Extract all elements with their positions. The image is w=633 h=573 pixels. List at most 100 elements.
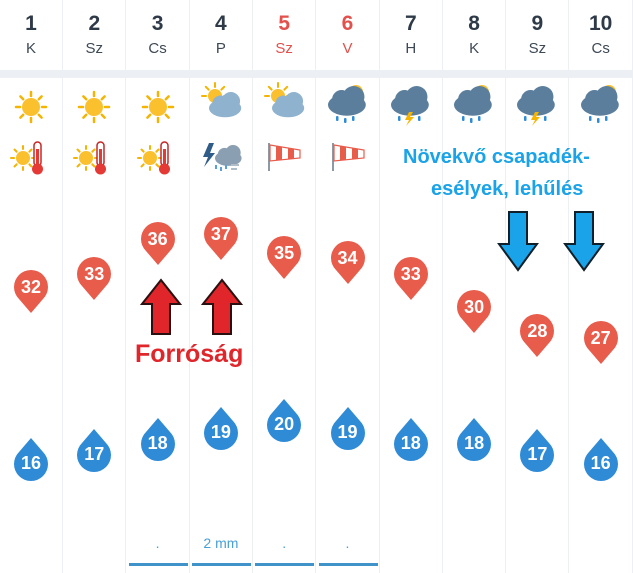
day-name: K — [25, 40, 36, 57]
temp-pin-icon — [77, 256, 112, 300]
low-temp-value: 17 — [84, 444, 105, 464]
high-temp-bubble: 27 — [583, 320, 619, 365]
arrow-up-icon — [201, 278, 243, 335]
high-temp-value: 27 — [590, 328, 611, 348]
temp-pin-icon — [393, 256, 428, 300]
temp-pin-icon — [267, 235, 302, 279]
day-name: Sz — [85, 40, 104, 57]
day-column[interactable]: 2 Sz 33 17 — [63, 0, 127, 573]
header-separator — [0, 70, 633, 78]
temp-pin-icon — [14, 269, 49, 313]
low-temp-drop: 17 — [519, 428, 555, 473]
low-temp-value: 18 — [147, 433, 168, 453]
day-column[interactable]: 3 Cs 36 18. — [127, 0, 190, 573]
day-column[interactable]: 8 K 30 18 — [443, 0, 507, 573]
day-number: 6 — [341, 12, 354, 35]
drop-icon — [267, 399, 302, 443]
precipitation-bar — [128, 563, 188, 566]
drop-icon — [14, 438, 49, 482]
drop-icon — [203, 407, 238, 451]
day-name: Cs — [148, 40, 167, 57]
temp-pin-icon — [203, 216, 238, 260]
day-name: H — [405, 40, 417, 57]
day-header[interactable]: 3 Cs — [127, 0, 189, 70]
low-temp-value: 16 — [20, 453, 42, 473]
high-temp-value: 32 — [20, 277, 42, 297]
cooling-annotation-line2: esélyek, lehűlés — [431, 178, 584, 200]
high-temp-bubble: 33 — [76, 256, 112, 301]
day-column[interactable]: 9 Sz 28 17 — [506, 0, 570, 573]
day-number: 10 — [589, 12, 613, 35]
drop-icon — [330, 407, 365, 451]
day-column[interactable]: 6 V 34 19. — [317, 0, 380, 573]
high-temp-bubble: 36 — [140, 221, 176, 266]
low-temp-value: 18 — [400, 433, 421, 453]
low-temp-drop: 19 — [203, 406, 239, 451]
low-temp-drop: 20 — [266, 398, 302, 443]
heat-annotation: Forróság — [135, 340, 244, 368]
low-temp-value: 17 — [527, 444, 548, 464]
low-temp-drop: 18 — [140, 417, 176, 462]
day-name: P — [215, 40, 226, 57]
high-temp-value: 30 — [464, 297, 485, 317]
high-temp-value: 28 — [527, 321, 548, 341]
arrow-down-icon — [563, 211, 605, 272]
windsock-icon — [328, 139, 368, 178]
sun-cloud-icon — [260, 82, 308, 123]
day-header[interactable]: 9 Sz — [506, 0, 568, 70]
drop-icon — [77, 429, 112, 473]
high-temp-bubble: 37 — [203, 216, 239, 261]
high-temp-value: 36 — [147, 229, 168, 249]
thunder-rain-icon — [199, 139, 243, 180]
day-name: Cs — [591, 40, 610, 57]
day-number: 5 — [278, 12, 291, 35]
low-temp-drop: 18 — [393, 417, 429, 462]
drop-icon — [393, 418, 428, 462]
drop-icon — [520, 429, 555, 473]
sun-cloud-icon — [197, 82, 245, 123]
precipitation-bar — [318, 563, 378, 566]
day-column[interactable]: 4 P 37 19 2 mm — [190, 0, 253, 573]
high-temp-value: 33 — [84, 264, 105, 284]
low-temp-drop: 18 — [456, 417, 492, 462]
day-number: 2 — [88, 12, 101, 35]
day-column[interactable]: 10 Cs 27 16 — [570, 0, 633, 573]
sun-cloud-rain-icon — [324, 82, 372, 131]
thermometer-icon — [136, 139, 180, 182]
high-temp-value: 33 — [400, 264, 421, 284]
day-column[interactable]: 7 H 33 18 — [380, 0, 443, 573]
arrow-down-icon — [497, 211, 539, 272]
low-temp-drop: 16 — [13, 437, 49, 482]
day-header[interactable]: 10 Cs — [570, 0, 632, 70]
thermometer-icon — [9, 139, 53, 182]
day-column[interactable]: 5 Sz 35 20. — [253, 0, 317, 573]
cooling-annotation-line1: Növekvő csapadék- — [403, 146, 590, 168]
day-number: 9 — [531, 12, 544, 35]
high-temp-value: 37 — [210, 224, 231, 244]
low-temp-drop: 16 — [583, 437, 619, 482]
day-header[interactable]: 5 Sz — [253, 0, 315, 70]
high-temp-value: 35 — [274, 243, 295, 263]
temp-pin-icon — [583, 320, 618, 364]
thermometer-icon — [72, 139, 116, 182]
day-number: 1 — [25, 12, 37, 35]
drop-icon — [140, 418, 175, 462]
precipitation-bar — [191, 563, 251, 566]
sun-icon — [141, 90, 175, 129]
day-number: 3 — [151, 12, 164, 35]
high-temp-bubble: 34 — [330, 240, 366, 285]
day-header[interactable]: 2 Sz — [63, 0, 125, 70]
day-number: 4 — [215, 12, 227, 35]
day-column[interactable]: 1 K 32 16 — [0, 0, 63, 573]
low-temp-value: 19 — [210, 422, 231, 442]
day-number: 7 — [404, 12, 417, 35]
precipitation-value: . — [345, 535, 350, 551]
drop-icon — [583, 438, 618, 482]
sun-cloud-rain-icon — [577, 82, 625, 131]
